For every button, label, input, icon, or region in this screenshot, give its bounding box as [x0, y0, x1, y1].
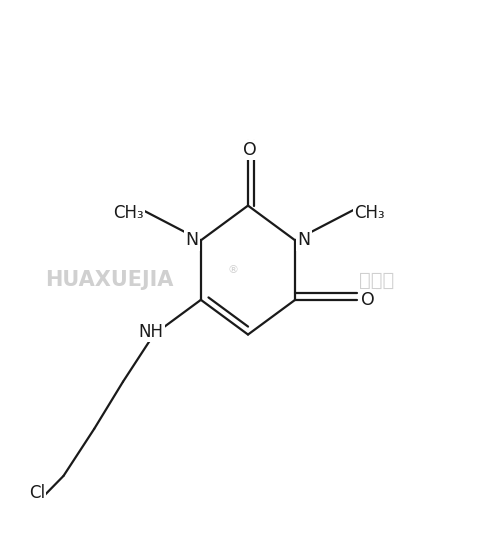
Text: N: N: [186, 231, 198, 249]
Text: NH: NH: [139, 323, 164, 341]
Text: ®: ®: [228, 265, 239, 275]
Text: CH₃: CH₃: [113, 204, 143, 222]
Text: 化学加: 化学加: [359, 270, 395, 290]
Text: O: O: [243, 141, 256, 159]
Text: O: O: [361, 291, 375, 309]
Text: CH₃: CH₃: [354, 204, 385, 222]
Text: HUAXUEJIA: HUAXUEJIA: [45, 270, 173, 290]
Text: Cl: Cl: [29, 484, 45, 502]
Text: N: N: [298, 231, 310, 249]
